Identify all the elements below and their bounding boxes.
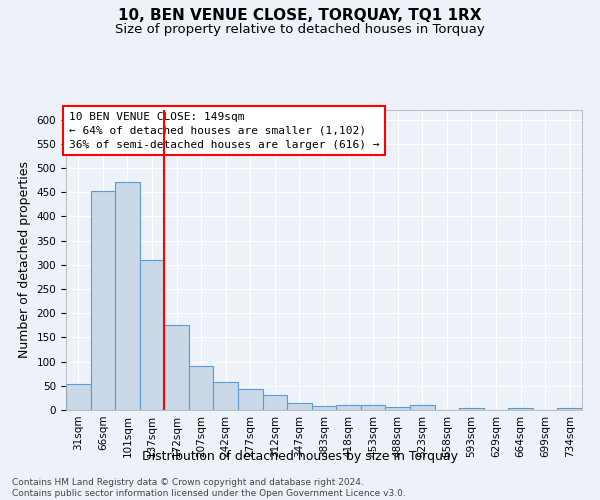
Bar [66,384,91,410]
Bar [312,406,336,410]
Bar [361,405,385,410]
Bar [508,408,533,410]
Bar [385,406,410,410]
Bar [238,389,263,410]
Bar [164,326,189,410]
Bar [287,402,312,410]
Bar [140,260,164,410]
Text: Size of property relative to detached houses in Torquay: Size of property relative to detached ho… [115,22,485,36]
Bar [459,408,484,410]
Bar [263,396,287,410]
Text: 10 BEN VENUE CLOSE: 149sqm
← 64% of detached houses are smaller (1,102)
36% of s: 10 BEN VENUE CLOSE: 149sqm ← 64% of deta… [68,112,379,150]
Bar [410,405,434,410]
Bar [91,192,115,410]
Bar [214,382,238,410]
Bar [115,182,140,410]
Bar [557,408,582,410]
Text: Contains HM Land Registry data © Crown copyright and database right 2024.
Contai: Contains HM Land Registry data © Crown c… [12,478,406,498]
Text: 10, BEN VENUE CLOSE, TORQUAY, TQ1 1RX: 10, BEN VENUE CLOSE, TORQUAY, TQ1 1RX [118,8,482,22]
Text: Distribution of detached houses by size in Torquay: Distribution of detached houses by size … [142,450,458,463]
Y-axis label: Number of detached properties: Number of detached properties [18,162,31,358]
Bar [189,366,214,410]
Bar [336,405,361,410]
